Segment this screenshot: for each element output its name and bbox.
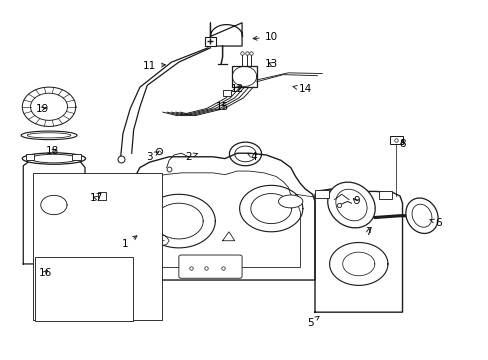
Text: 16: 16 [39, 268, 52, 278]
Text: 13: 13 [264, 59, 277, 69]
Text: 18: 18 [46, 147, 59, 157]
Text: 19: 19 [36, 104, 49, 113]
Text: 4: 4 [247, 152, 257, 162]
Ellipse shape [327, 182, 374, 228]
Text: 2: 2 [185, 152, 197, 162]
Text: 7: 7 [365, 227, 371, 237]
Polygon shape [210, 23, 242, 46]
Bar [204, 37, 216, 46]
Text: 1: 1 [122, 236, 137, 249]
Text: 8: 8 [398, 139, 405, 149]
Bar [389, 136, 402, 144]
Bar [72, 154, 81, 160]
Bar [379, 191, 391, 199]
Ellipse shape [335, 189, 366, 221]
Text: 3: 3 [146, 152, 158, 162]
Ellipse shape [27, 133, 71, 138]
Text: 9: 9 [352, 197, 359, 206]
Ellipse shape [405, 198, 437, 233]
Bar [315, 190, 328, 198]
Polygon shape [314, 189, 402, 312]
Bar [26, 154, 34, 160]
Bar [222, 90, 231, 96]
FancyBboxPatch shape [179, 255, 242, 278]
Ellipse shape [21, 131, 77, 140]
Text: 14: 14 [292, 84, 311, 94]
Bar [232, 66, 256, 87]
Text: 11: 11 [143, 61, 165, 71]
Bar [33, 173, 162, 320]
Ellipse shape [22, 153, 85, 164]
Bar [35, 257, 132, 321]
Text: 6: 6 [429, 218, 442, 228]
Text: 5: 5 [306, 316, 318, 328]
Bar [98, 192, 106, 200]
Ellipse shape [278, 195, 302, 208]
Text: 15: 15 [216, 102, 229, 112]
Ellipse shape [411, 204, 431, 227]
Text: 10: 10 [253, 32, 277, 42]
Polygon shape [23, 158, 85, 264]
Text: 12: 12 [230, 84, 244, 94]
Ellipse shape [30, 154, 77, 163]
Polygon shape [135, 153, 314, 280]
Text: 17: 17 [89, 193, 102, 203]
